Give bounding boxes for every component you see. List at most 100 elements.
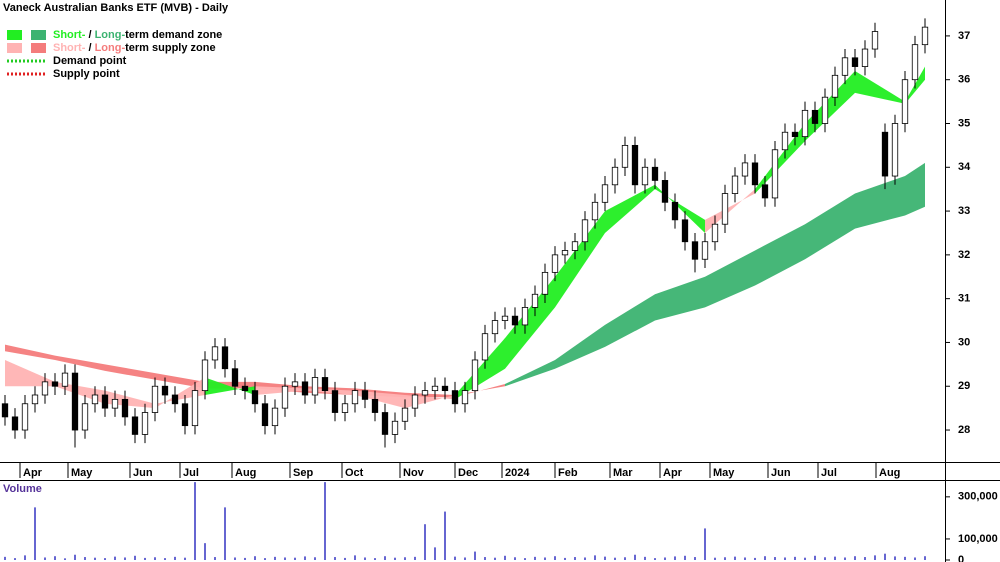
- volume-bar: [384, 556, 386, 560]
- volume-bar: [264, 558, 266, 560]
- volume-bar: [514, 557, 516, 560]
- volume-bar: [214, 557, 216, 560]
- volume-bar: [274, 556, 276, 560]
- candle-body: [191, 390, 199, 427]
- volume-bar: [304, 556, 306, 560]
- volume-bar: [634, 554, 636, 560]
- volume-bar: [734, 556, 736, 560]
- volume-bar: [464, 557, 466, 560]
- volume-bar: [724, 557, 726, 560]
- candle-body: [171, 394, 179, 405]
- candle-body: [881, 131, 889, 177]
- chart-title: Vaneck Australian Banks ETF (MVB) - Dail…: [3, 2, 229, 14]
- volume-bar: [234, 557, 236, 560]
- candle-body: [781, 131, 789, 151]
- volume-bar: [784, 557, 786, 560]
- x-tick-label: Feb: [558, 467, 578, 479]
- volume-bar: [774, 557, 776, 560]
- candle-body: [511, 315, 519, 326]
- x-tick-label: Aug: [235, 467, 256, 479]
- volume-bar: [744, 557, 746, 560]
- candle-body: [711, 223, 719, 243]
- zone-segment: [505, 359, 555, 387]
- volume-bar: [544, 557, 546, 560]
- volume-bar: [294, 557, 296, 560]
- volume-bar: [704, 528, 706, 560]
- candle-body: [151, 385, 159, 413]
- volume-bar: [864, 557, 866, 560]
- candle-body: [751, 162, 759, 186]
- volume-bar: [104, 558, 106, 560]
- volume-bar: [674, 556, 676, 560]
- y-tick-label: 31: [958, 293, 970, 305]
- candle-body: [761, 184, 769, 199]
- volume-bar: [594, 555, 596, 560]
- y-tick-label: 35: [958, 117, 970, 129]
- candle-body: [731, 175, 739, 194]
- candle-body: [81, 403, 89, 431]
- zone-segment: [855, 176, 905, 229]
- volume-bar: [484, 557, 486, 560]
- volume-bar: [354, 555, 356, 560]
- volume-bar: [614, 557, 616, 560]
- candle-body: [271, 407, 279, 427]
- zone-segment: [155, 377, 205, 409]
- legend-text: term supply zone: [125, 42, 215, 54]
- candle-body: [261, 403, 269, 427]
- y-tick-label: 30: [958, 336, 970, 348]
- x-tick-label: Jul: [821, 467, 837, 479]
- zone-segment: [805, 193, 855, 260]
- candle-body: [251, 390, 259, 405]
- volume-bar: [454, 556, 456, 560]
- legend-swatch: [31, 30, 46, 40]
- zone-segment: [255, 386, 305, 395]
- volume-bar: [134, 555, 136, 560]
- candle-body: [321, 377, 329, 392]
- candle-body: [461, 390, 469, 405]
- y-tick-label: 29: [958, 380, 970, 392]
- volume-bar: [654, 558, 656, 560]
- candle-body: [531, 293, 539, 308]
- zone-segment: [555, 324, 605, 369]
- volume-bar: [524, 558, 526, 560]
- volume-y-tick-label: 100,000: [958, 533, 998, 545]
- candle-body: [521, 307, 529, 326]
- candle-body: [161, 385, 169, 396]
- candle-body: [791, 131, 799, 138]
- zone-segment: [605, 184, 655, 233]
- x-tick-label: May: [713, 467, 735, 479]
- volume-bar: [444, 511, 446, 560]
- x-tick-label: Jun: [133, 467, 153, 479]
- y-tick-label: 28: [958, 424, 970, 436]
- candle-body: [431, 385, 439, 392]
- legend-label: Short- / Long-term supply zone: [53, 42, 216, 54]
- volume-bar: [74, 554, 76, 560]
- candle-body: [361, 390, 369, 400]
- volume-bar: [664, 557, 666, 560]
- volume-bar: [604, 556, 606, 560]
- zone-segment: [155, 373, 205, 389]
- candle-body: [91, 394, 99, 405]
- zone-segment: [5, 359, 55, 387]
- zone-segment: [555, 211, 605, 308]
- legend-long: Long-: [95, 42, 126, 54]
- volume-label: Volume: [3, 483, 42, 495]
- candle-body: [691, 241, 699, 260]
- legend-swatch: [7, 30, 22, 40]
- zone-segment: [855, 70, 905, 104]
- zone-segment: [605, 294, 655, 347]
- volume-bar: [44, 557, 46, 560]
- volume-bar: [814, 555, 816, 560]
- candle-body: [561, 250, 569, 256]
- candle-body: [901, 79, 909, 124]
- volume-bar: [184, 557, 186, 560]
- zone-segment: [455, 338, 505, 400]
- volume-bar: [924, 556, 926, 560]
- candle-body: [721, 193, 729, 225]
- volume-bar: [124, 557, 126, 560]
- x-tick-label: Jun: [771, 467, 791, 479]
- volume-bar: [794, 556, 796, 560]
- zone-segment: [105, 364, 155, 380]
- candle-body: [241, 385, 249, 392]
- candle-body: [281, 385, 289, 409]
